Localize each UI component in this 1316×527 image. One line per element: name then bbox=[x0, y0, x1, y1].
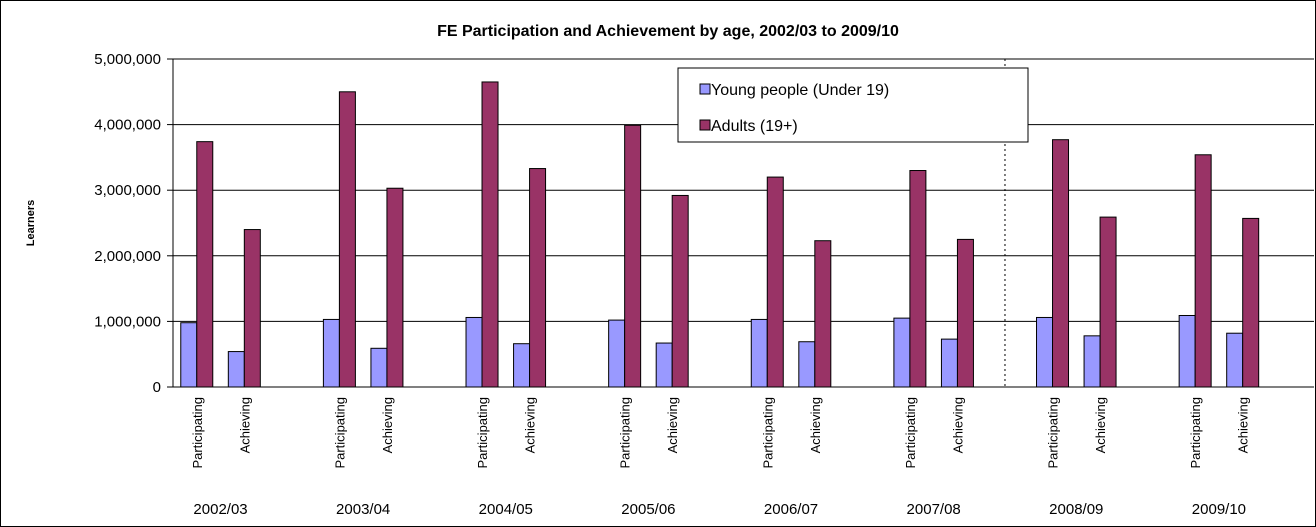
x-group-label: 2004/05 bbox=[479, 501, 533, 518]
legend-box bbox=[677, 67, 1029, 143]
x-tick-label: Participating bbox=[475, 397, 490, 469]
y-axis-label: Learners bbox=[25, 200, 37, 246]
legend-swatch-young-people bbox=[699, 83, 711, 95]
bar bbox=[798, 341, 816, 388]
axes bbox=[167, 58, 1314, 388]
legend-swatch-adults bbox=[699, 119, 711, 131]
bar bbox=[1226, 332, 1244, 388]
y-tick-label: 3,000,000 bbox=[94, 182, 161, 199]
x-tick-label: Participating bbox=[190, 397, 205, 469]
x-category-labels: Participating Achieving 2002/03 Participati… bbox=[190, 397, 1251, 518]
y-tick-label: 2,000,000 bbox=[94, 248, 161, 265]
bars bbox=[180, 81, 1260, 388]
x-group-label: 2002/03 bbox=[193, 501, 247, 518]
y-tick-label: 5,000,000 bbox=[94, 51, 161, 68]
gridlines bbox=[173, 58, 1314, 322]
bar bbox=[940, 338, 958, 388]
bar bbox=[529, 168, 547, 388]
x-group-label: 2009/10 bbox=[1192, 501, 1246, 518]
legend: Young people (Under 19) Adults (19+) bbox=[677, 67, 1029, 143]
bar bbox=[1194, 154, 1212, 388]
x-group-label: 2007/08 bbox=[907, 501, 961, 518]
bar bbox=[465, 316, 483, 388]
bar bbox=[766, 176, 784, 388]
bar bbox=[671, 194, 689, 388]
bar bbox=[1083, 335, 1101, 388]
bar bbox=[814, 240, 832, 388]
legend-label-adults: Adults (19+) bbox=[711, 118, 798, 135]
bar bbox=[909, 170, 927, 388]
bar bbox=[1099, 216, 1117, 388]
x-tick-label: Participating bbox=[760, 397, 775, 469]
bar bbox=[227, 351, 245, 388]
bar bbox=[370, 347, 388, 388]
bar bbox=[1052, 139, 1070, 388]
x-tick-label: Achieving bbox=[237, 397, 252, 453]
bar bbox=[513, 343, 531, 388]
bar bbox=[624, 124, 642, 388]
bar bbox=[1036, 316, 1054, 388]
bar bbox=[1178, 314, 1196, 388]
bar bbox=[243, 229, 261, 388]
bar bbox=[750, 318, 768, 388]
y-tick-label: 1,000,000 bbox=[94, 313, 161, 330]
x-tick-label: Participating bbox=[1188, 397, 1203, 469]
x-group-label: 2006/07 bbox=[764, 501, 818, 518]
bar bbox=[196, 141, 214, 388]
x-tick-label: Achieving bbox=[665, 397, 680, 453]
x-tick-label: Achieving bbox=[950, 397, 965, 453]
x-tick-label: Participating bbox=[903, 397, 918, 469]
bar bbox=[893, 317, 911, 388]
x-tick-label: Achieving bbox=[808, 397, 823, 453]
x-tick-label: Achieving bbox=[523, 397, 538, 453]
x-tick-label: Participating bbox=[1046, 397, 1061, 469]
bar bbox=[956, 238, 974, 388]
y-tick-label: 0 bbox=[153, 379, 161, 396]
x-tick-label: Participating bbox=[332, 397, 347, 469]
x-group-label: 2008/09 bbox=[1049, 501, 1103, 518]
bar bbox=[386, 187, 404, 388]
y-tick-label: 4,000,000 bbox=[94, 117, 161, 134]
bar bbox=[481, 81, 499, 388]
x-group-label: 2005/06 bbox=[621, 501, 675, 518]
bar bbox=[655, 342, 673, 388]
bar bbox=[322, 318, 340, 388]
bar bbox=[180, 322, 198, 388]
bar bbox=[608, 319, 626, 388]
bar bbox=[338, 91, 356, 388]
x-tick-label: Achieving bbox=[1093, 397, 1108, 453]
y-tick-labels: 0 1,000,000 2,000,000 3,000,000 4,000,000 5,0… bbox=[94, 51, 161, 396]
x-group-label: 2003/04 bbox=[336, 501, 390, 518]
x-tick-label: Participating bbox=[618, 397, 633, 469]
bar bbox=[1242, 217, 1260, 388]
legend-label-young-people: Young people (Under 19) bbox=[711, 82, 889, 99]
chart-title: FE Participation and Achievement by age,… bbox=[437, 23, 899, 40]
x-tick-label: Achieving bbox=[380, 397, 395, 453]
x-tick-label: Achieving bbox=[1236, 397, 1251, 453]
